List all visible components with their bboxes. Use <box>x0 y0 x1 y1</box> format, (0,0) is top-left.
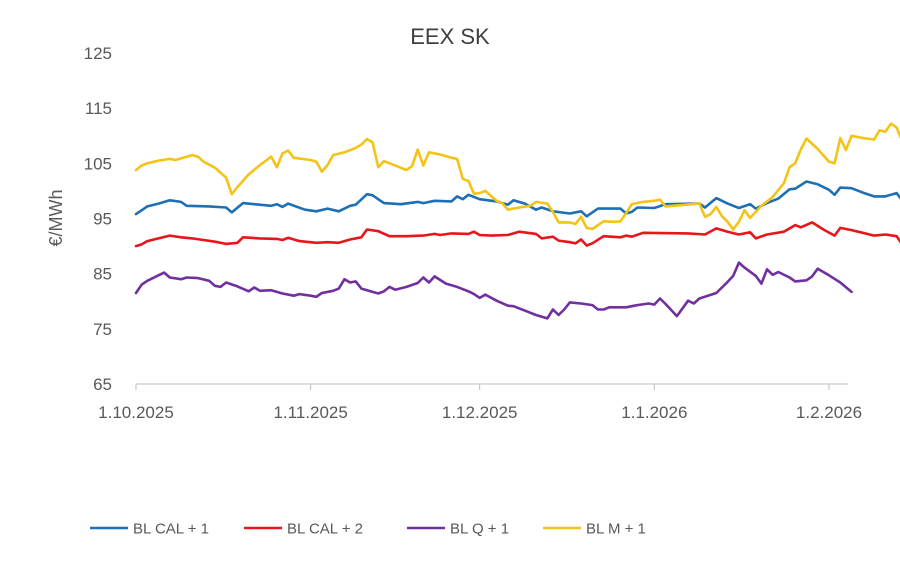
legend-label: BL CAL + 1 <box>133 521 209 538</box>
legend-label: BL M + 1 <box>586 521 646 538</box>
legend-label: BL Q + 1 <box>450 521 509 538</box>
legend: BL CAL + 1 BL CAL + 2 BL Q + 1 BL M + 1 <box>90 521 646 538</box>
y-axis-label: €/MWh <box>46 189 66 246</box>
x-tick-label: 1.10.2025 <box>98 403 174 422</box>
y-tick-label: 85 <box>93 265 112 284</box>
y-tick-label: 65 <box>93 375 112 394</box>
y-tick-label: 75 <box>93 320 112 339</box>
y-tick-label: 125 <box>84 44 112 63</box>
x-axis-ticks: 1.10.2025 1.11.2025 1.12.2025 1.1.2026 1.2.2… <box>98 384 862 422</box>
series-line-1 <box>134 180 900 218</box>
series-lines <box>134 122 900 320</box>
x-tick-label: 1.2.2026 <box>796 403 862 422</box>
x-tick-label: 1.1.2026 <box>621 403 687 422</box>
y-tick-label: 105 <box>84 154 112 173</box>
y-axis-ticks: 65 75 85 95 105 115 125 <box>84 44 112 394</box>
series-line-3 <box>134 261 853 320</box>
series-line-2 <box>134 221 900 248</box>
legend-label: BL CAL + 2 <box>287 521 363 538</box>
x-tick-label: 1.12.2025 <box>442 403 518 422</box>
series-line-4 <box>134 122 900 231</box>
y-tick-label: 115 <box>85 99 112 118</box>
x-tick-label: 1.11.2025 <box>273 403 347 422</box>
y-tick-label: 95 <box>93 210 112 229</box>
chart-title: EEX SK <box>410 24 490 49</box>
